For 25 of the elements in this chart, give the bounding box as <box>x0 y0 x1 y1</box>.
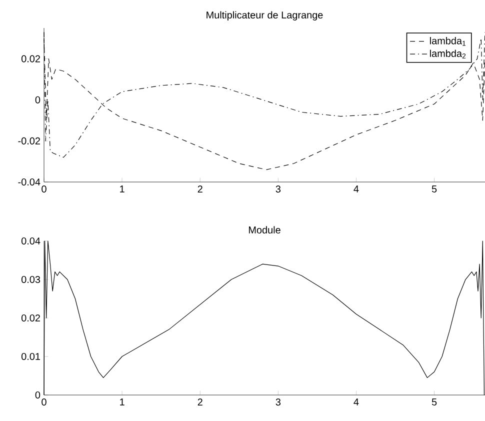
x-tick-label: 3 <box>276 398 281 406</box>
x-tick-label: 0 <box>42 186 46 193</box>
y-tick-label: 0 <box>35 391 40 399</box>
y-tick-label: -0.02 <box>18 137 40 144</box>
x-tick-label: 2 <box>198 398 202 406</box>
x-tick-label: 1 <box>120 186 124 192</box>
x-tick-label: 3 <box>276 186 281 193</box>
chart-title: Module <box>248 226 280 234</box>
x-tick-label: 1 <box>120 398 124 406</box>
x-tick-label: 5 <box>432 186 437 192</box>
y-tick-label: 0 <box>35 96 40 104</box>
y-tick-label: 0.01 <box>21 352 40 360</box>
y-tick-label: 0.02 <box>21 55 40 62</box>
y-tick-label: -0.04 <box>18 178 40 186</box>
y-tick-label: 0.04 <box>21 237 40 245</box>
x-tick-label: 5 <box>432 398 437 406</box>
x-tick-label: 2 <box>198 186 202 192</box>
x-tick-label: 0 <box>42 398 46 406</box>
x-tick-label: 4 <box>354 186 359 192</box>
chart-title: Multiplicateur de Lagrange <box>206 11 323 20</box>
x-tick-label: 4 <box>354 398 359 406</box>
y-tick-label: 0.02 <box>21 314 40 322</box>
legend-label: lambda$_{1}$ <box>430 37 466 46</box>
legend-label: lambda$_{2}$ <box>430 50 466 58</box>
y-tick-label: 0.03 <box>21 276 40 284</box>
